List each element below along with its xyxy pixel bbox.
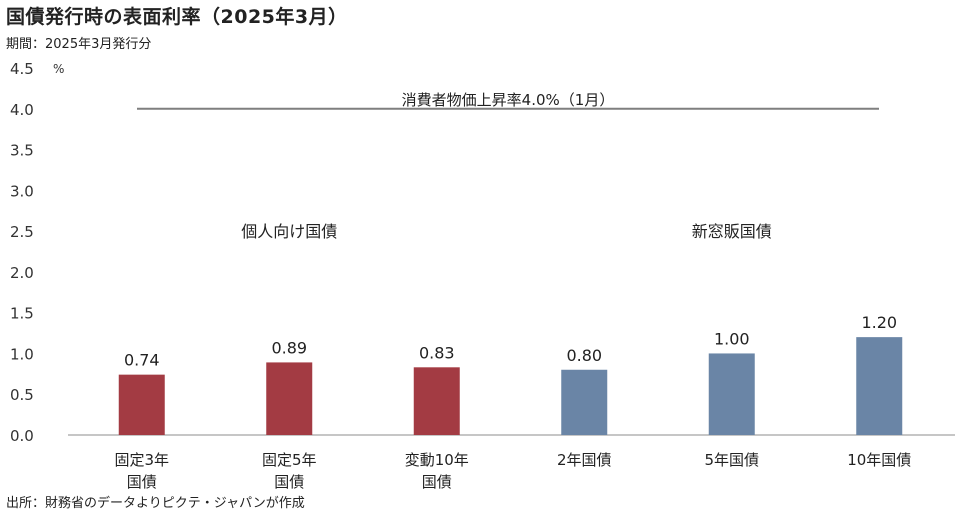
x-tick-label: 国債 bbox=[274, 473, 304, 491]
y-unit-label: % bbox=[53, 62, 64, 76]
data-label: 1.00 bbox=[714, 329, 750, 348]
y-tick-label: 3.0 bbox=[10, 182, 34, 200]
y-tick-label: 1.5 bbox=[10, 305, 34, 323]
y-tick-label: 0.0 bbox=[10, 427, 34, 445]
data-label: 0.74 bbox=[124, 351, 160, 370]
y-tick-label: 3.5 bbox=[10, 142, 34, 160]
y-tick-label: 1.0 bbox=[10, 345, 34, 363]
chart-title: 国債発行時の表面利率（2025年3月） bbox=[6, 6, 348, 28]
bar bbox=[266, 362, 313, 435]
bar bbox=[561, 369, 608, 435]
group-label: 個人向け国債 bbox=[241, 222, 337, 241]
x-tick-label: 2年国債 bbox=[557, 451, 612, 469]
bar bbox=[118, 374, 165, 435]
period-note: 期間：2025年3月発行分 bbox=[6, 37, 152, 52]
bar bbox=[856, 337, 903, 435]
x-tick-label: 固定3年 bbox=[114, 451, 169, 469]
data-label: 1.20 bbox=[861, 313, 897, 332]
data-label: 0.83 bbox=[419, 343, 455, 362]
x-tick-label: 5年国債 bbox=[704, 451, 759, 469]
x-tick-label: 10年国債 bbox=[847, 451, 911, 469]
y-tick-label: 2.5 bbox=[10, 223, 34, 241]
bar bbox=[708, 353, 755, 435]
y-tick-label: 4.5 bbox=[10, 60, 34, 78]
y-tick-label: 2.0 bbox=[10, 264, 34, 282]
data-label: 0.89 bbox=[271, 338, 307, 357]
x-tick-label: 国債 bbox=[422, 473, 452, 491]
x-tick-label: 国債 bbox=[127, 473, 157, 491]
y-tick-label: 4.0 bbox=[10, 101, 34, 119]
source-note: 出所：財務省のデータよりピクテ・ジャパンが作成 bbox=[6, 496, 305, 511]
y-tick-label: 0.5 bbox=[10, 386, 34, 404]
bar bbox=[413, 367, 460, 435]
group-label: 新窓販国債 bbox=[692, 222, 772, 241]
reference-line-label: 消費者物価上昇率4.0%（1月） bbox=[402, 91, 615, 109]
data-label: 0.80 bbox=[566, 346, 602, 365]
x-tick-label: 変動10年 bbox=[405, 451, 469, 469]
x-tick-label: 固定5年 bbox=[262, 451, 317, 469]
